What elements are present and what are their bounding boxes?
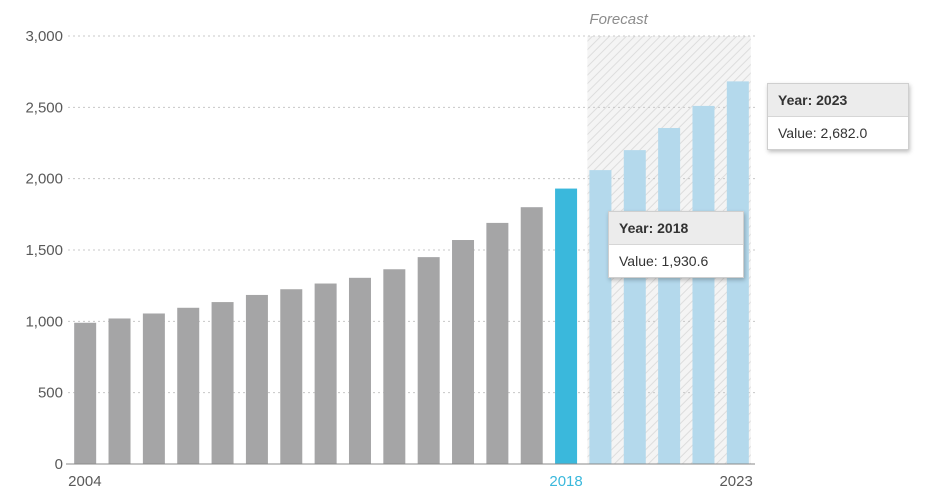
x-tick-label-2023: 2023 — [719, 473, 752, 490]
tooltip-2023: Year: 2023 Value: 2,682.0 — [767, 83, 909, 150]
bar-2016[interactable] — [486, 222, 509, 464]
y-axis: 0 500 1,000 1,500 2,000 2,500 3,000 — [25, 28, 63, 473]
bar-2020[interactable] — [623, 150, 646, 464]
y-tick-label: 1,500 — [25, 242, 63, 259]
bar-2019[interactable] — [589, 170, 612, 464]
bar-2012[interactable] — [348, 277, 371, 464]
y-tick-label: 500 — [38, 385, 63, 402]
bar-2010[interactable] — [280, 289, 303, 464]
bar-2021[interactable] — [658, 128, 681, 464]
bar-2022[interactable] — [692, 105, 715, 464]
bar-2015[interactable] — [452, 240, 475, 464]
x-tick-label-2004: 2004 — [68, 473, 101, 490]
bar-2014[interactable] — [417, 257, 440, 464]
bar-2017[interactable] — [520, 207, 543, 464]
y-tick-label: 2,000 — [25, 171, 63, 188]
x-tick-label-2018: 2018 — [549, 473, 582, 490]
bar-2018[interactable] — [555, 188, 578, 464]
y-tick-label: 3,000 — [25, 28, 63, 45]
tooltip-2018: Year: 2018 Value: 1,930.6 — [608, 211, 744, 278]
bar-2009[interactable] — [245, 294, 268, 464]
bar-2004[interactable] — [74, 322, 97, 464]
y-tick-label: 2,500 — [25, 99, 63, 116]
tooltip-value: Value: 2,682.0 — [778, 125, 868, 141]
forecast-label: Forecast — [589, 11, 648, 28]
bar-2005[interactable] — [108, 318, 131, 464]
y-tick-label: 0 — [55, 456, 63, 473]
tooltip-header: Year: 2018 — [609, 212, 743, 245]
y-tick-label: 1,000 — [25, 313, 63, 330]
bar-2013[interactable] — [383, 269, 406, 464]
tooltip-header: Year: 2023 — [768, 84, 908, 117]
x-axis: 2004 2018 2023 — [68, 473, 753, 490]
bar-2007[interactable] — [177, 307, 200, 464]
tooltip-value: Value: 1,930.6 — [619, 253, 709, 269]
bar-2011[interactable] — [314, 283, 337, 464]
bar-2006[interactable] — [142, 313, 165, 464]
bar-2008[interactable] — [211, 302, 234, 464]
